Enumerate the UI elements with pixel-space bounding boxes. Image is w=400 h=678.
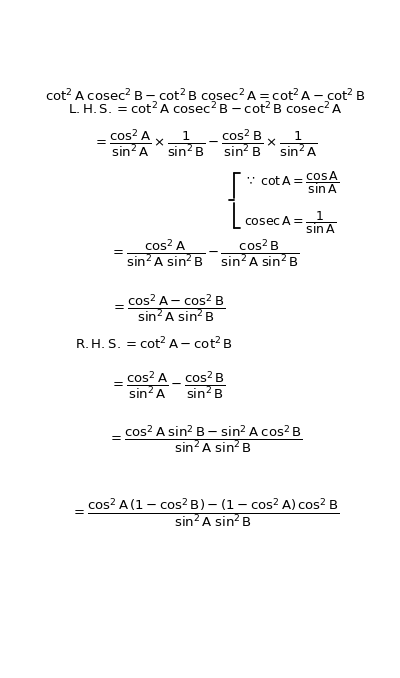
- Text: $= \dfrac{\mathrm{cos}^2\,\mathrm{A}}{\mathrm{sin}^2\,\mathrm{A}} \times \dfrac{: $= \dfrac{\mathrm{cos}^2\,\mathrm{A}}{\m…: [92, 127, 318, 159]
- Text: $= \dfrac{\mathrm{cos}^2\,\mathrm{A}\,(1 - \mathrm{cos}^2\,\mathrm{B}) - (1 - \m: $= \dfrac{\mathrm{cos}^2\,\mathrm{A}\,(1…: [71, 496, 339, 529]
- Text: $\mathrm{cosec}\,\mathrm{A} = \dfrac{1}{\mathrm{sin}\,\mathrm{A}}$: $\mathrm{cosec}\,\mathrm{A} = \dfrac{1}{…: [244, 209, 336, 236]
- Text: $= \dfrac{\mathrm{cos}^2\,\mathrm{A}}{\mathrm{sin}^2\,\mathrm{A}\;\mathrm{sin}^2: $= \dfrac{\mathrm{cos}^2\,\mathrm{A}}{\m…: [110, 237, 300, 268]
- Text: $\mathrm{L.H.S.} = \mathrm{cot}^2\,\mathrm{A}\;\mathrm{cosec}^2\,\mathrm{B} - \m: $\mathrm{L.H.S.} = \mathrm{cot}^2\,\math…: [68, 100, 342, 117]
- Text: $= \dfrac{\mathrm{cos}^2\,\mathrm{A} - \mathrm{cos}^2\,\mathrm{B}}{\mathrm{sin}^: $= \dfrac{\mathrm{cos}^2\,\mathrm{A} - \…: [111, 292, 225, 324]
- Text: $\because\;\mathrm{cot}\,\mathrm{A} = \dfrac{\mathrm{cos}\,\mathrm{A}}{\mathrm{s: $\because\;\mathrm{cot}\,\mathrm{A} = \d…: [244, 169, 339, 195]
- Text: $= \dfrac{\mathrm{cos}^2\,\mathrm{A}}{\mathrm{sin}^2\,\mathrm{A}} - \dfrac{\math: $= \dfrac{\mathrm{cos}^2\,\mathrm{A}}{\m…: [110, 370, 226, 401]
- Text: $\mathrm{cot}^2\,\mathrm{A}\;\mathrm{cosec}^2\,\mathrm{B} - \mathrm{cot}^2\,\mat: $\mathrm{cot}^2\,\mathrm{A}\;\mathrm{cos…: [45, 87, 365, 104]
- Text: $= \dfrac{\mathrm{cos}^2\,\mathrm{A}\;\mathrm{sin}^2\,\mathrm{B} - \mathrm{sin}^: $= \dfrac{\mathrm{cos}^2\,\mathrm{A}\;\m…: [108, 423, 302, 455]
- Text: $\mathrm{R.H.S.} = \mathrm{cot}^2\,\mathrm{A} - \mathrm{cot}^2\,\mathrm{B}$: $\mathrm{R.H.S.} = \mathrm{cot}^2\,\math…: [75, 336, 233, 353]
